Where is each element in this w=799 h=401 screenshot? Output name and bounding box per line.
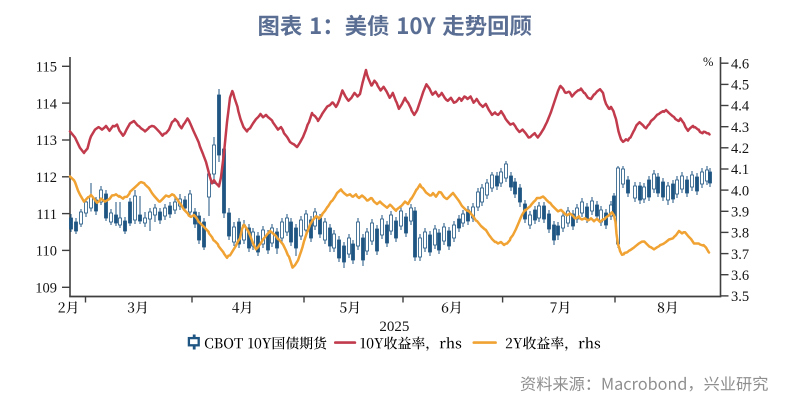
- svg-text:114: 114: [36, 96, 58, 112]
- svg-text:3.5: 3.5: [731, 289, 749, 305]
- svg-text:4.1: 4.1: [731, 162, 749, 178]
- svg-text:3.9: 3.9: [731, 205, 749, 221]
- svg-text:4.2: 4.2: [731, 141, 749, 157]
- svg-text:4.0: 4.0: [731, 183, 749, 199]
- svg-text:113: 113: [36, 133, 57, 149]
- svg-text:4.5: 4.5: [731, 78, 749, 94]
- svg-text:%: %: [703, 55, 713, 69]
- svg-text:111: 111: [36, 207, 57, 223]
- svg-text:2025: 2025: [379, 319, 409, 335]
- svg-text:110: 110: [36, 244, 57, 260]
- svg-text:3.7: 3.7: [731, 247, 749, 263]
- svg-text:109: 109: [35, 281, 57, 297]
- svg-text:4.6: 4.6: [731, 56, 749, 72]
- svg-text:4.3: 4.3: [731, 120, 749, 136]
- svg-text:3.8: 3.8: [731, 226, 749, 242]
- svg-text:4.4: 4.4: [731, 99, 750, 115]
- svg-text:112: 112: [36, 170, 57, 186]
- svg-text:115: 115: [36, 60, 57, 76]
- svg-text:3.6: 3.6: [731, 268, 749, 284]
